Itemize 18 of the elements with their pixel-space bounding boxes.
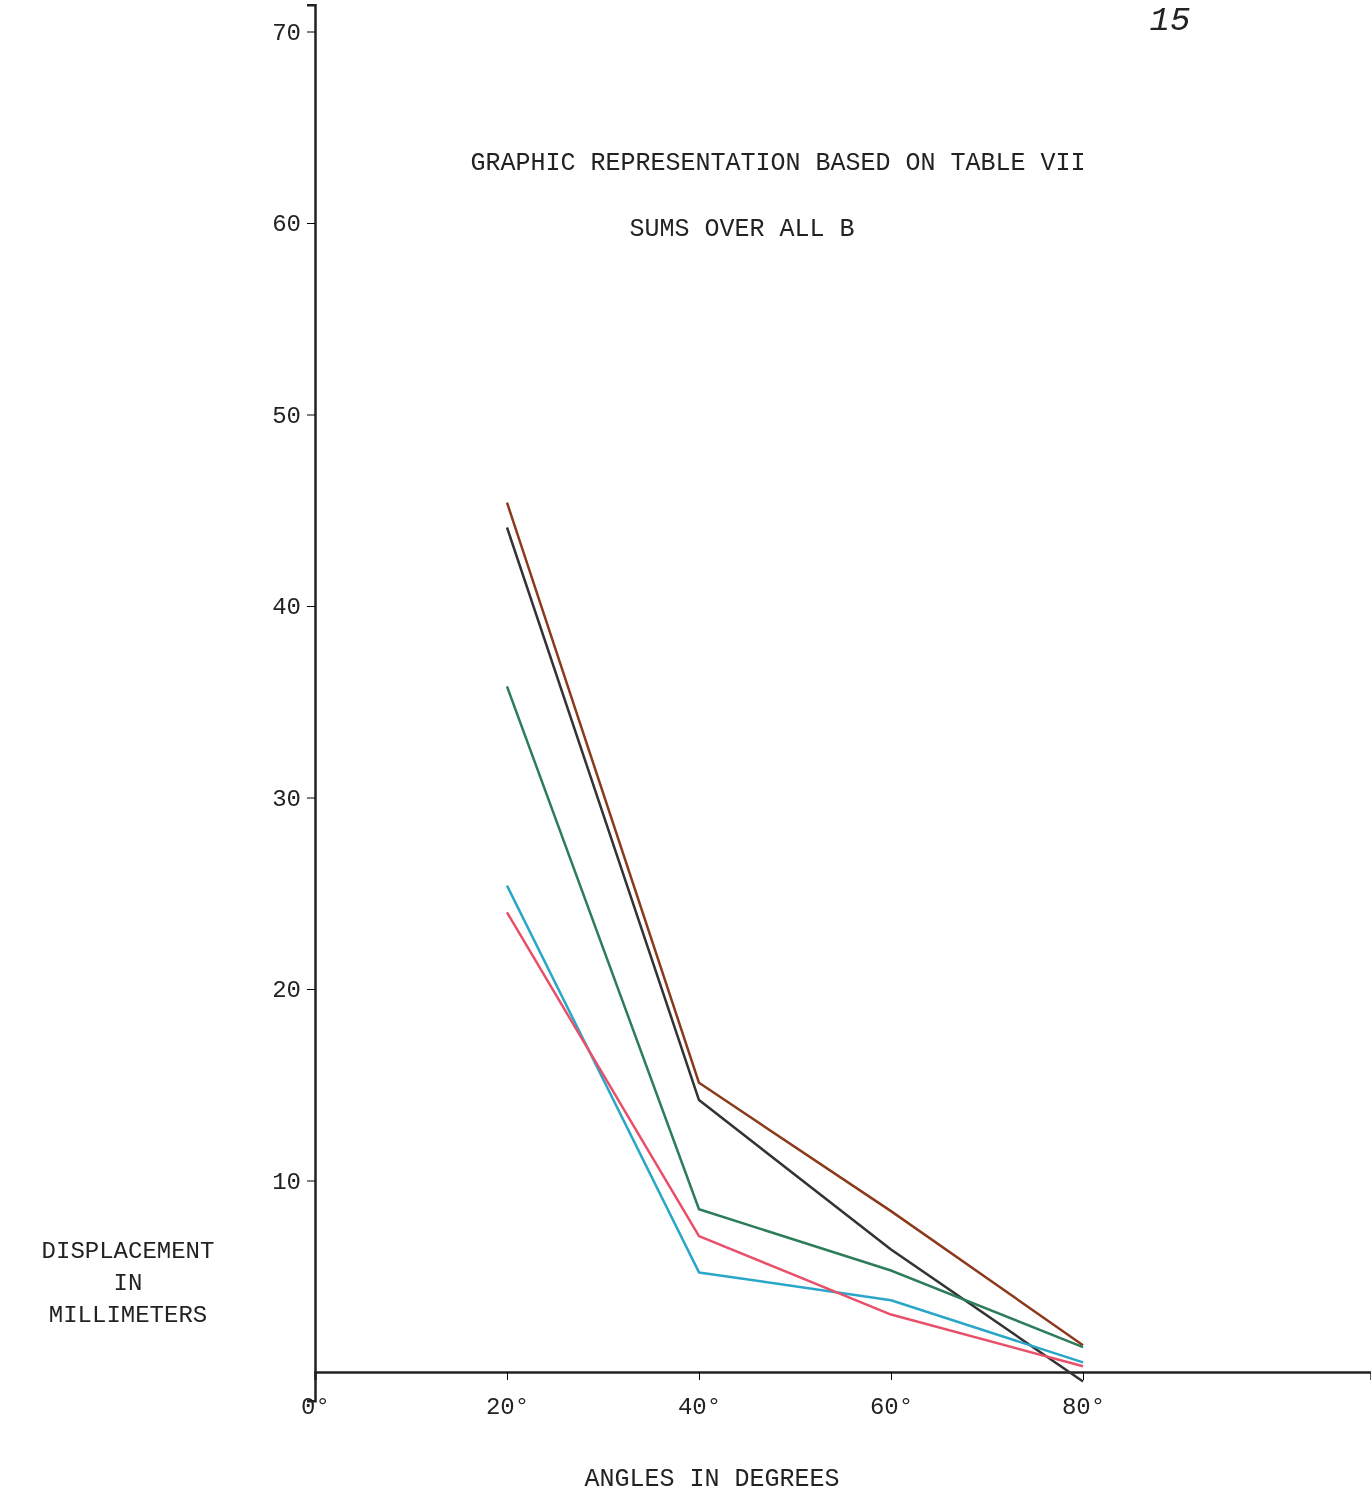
annotation: 15 <box>1149 2 1191 40</box>
text: GRAPHIC REPRESENTATION BASED ON TABLE VII <box>470 149 1086 178</box>
x-tick-label: 60° <box>869 1394 914 1422</box>
y-tick-label: 40 <box>272 594 301 622</box>
x-axis-title: ANGLES IN DEGREES <box>584 1465 840 1494</box>
y-tick-label: 60 <box>272 211 301 239</box>
y-tick-label: 10 <box>272 1168 301 1196</box>
y-tick-label: 20 <box>272 977 301 1005</box>
y-tick-label: 70 <box>272 19 301 47</box>
y-tick-label: 50 <box>272 402 301 430</box>
x-tick-label: 40° <box>677 1394 722 1422</box>
text: SUMS OVER ALL B <box>629 215 855 244</box>
y-axis-title: DISPLACEMENT IN MILLIMETERS <box>41 1238 215 1329</box>
x-tick-label: 0° <box>301 1394 330 1422</box>
x-tick-label: 20° <box>485 1394 530 1422</box>
y-tick-label: 30 <box>272 785 301 813</box>
line-series <box>505 685 1085 1349</box>
x-tick-label: 80° <box>1061 1394 1106 1422</box>
